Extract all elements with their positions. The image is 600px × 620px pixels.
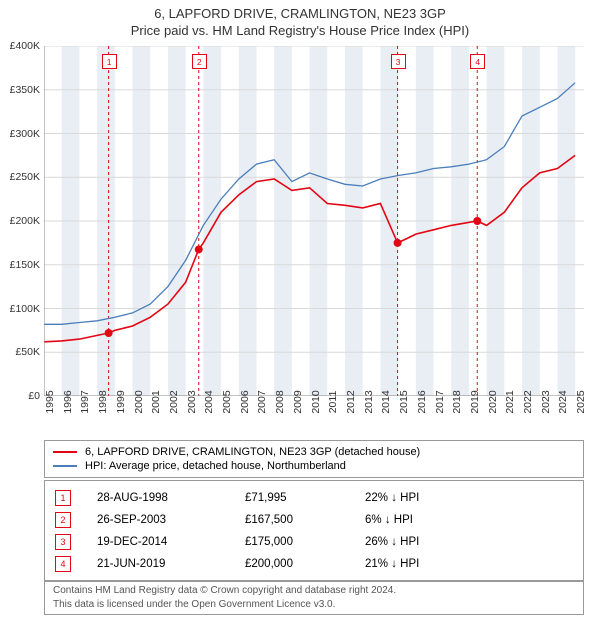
x-tick-label: 2001 <box>150 390 162 413</box>
x-tick-label: 1999 <box>115 390 127 413</box>
y-axis-labels: £0£50K£100K£150K£200K£250K£300K£350K£400… <box>0 46 42 396</box>
legend-swatch <box>53 451 77 453</box>
event-delta: 22% ↓ HPI <box>365 492 573 504</box>
x-tick-label: 2008 <box>274 390 286 413</box>
footnote: Contains HM Land Registry data © Crown c… <box>44 580 584 615</box>
event-delta: 6% ↓ HPI <box>365 514 573 526</box>
x-tick-label: 2022 <box>522 390 534 413</box>
y-tick-label: £400K <box>10 40 40 52</box>
event-marker: 3 <box>391 54 406 69</box>
event-marker: 2 <box>192 54 207 69</box>
legend-item: HPI: Average price, detached house, Nort… <box>53 459 575 473</box>
chart-container: 6, LAPFORD DRIVE, CRAMLINGTON, NE23 3GP … <box>0 0 600 620</box>
x-tick-label: 2015 <box>398 390 410 413</box>
y-tick-label: £200K <box>10 215 40 227</box>
legend-item: 6, LAPFORD DRIVE, CRAMLINGTON, NE23 3GP … <box>53 445 575 459</box>
event-table: 1 28-AUG-1998£71,99522% ↓ HPI 2 26-SEP-2003… <box>44 480 584 582</box>
event-delta: 26% ↓ HPI <box>365 536 573 548</box>
x-tick-label: 2007 <box>256 390 268 413</box>
x-tick-label: 2025 <box>575 390 587 413</box>
x-tick-label: 2019 <box>469 390 481 413</box>
x-tick-label: 2017 <box>434 390 446 413</box>
x-tick-label: 2020 <box>487 390 499 413</box>
event-row: 1 28-AUG-1998£71,99522% ↓ HPI <box>55 487 573 509</box>
x-tick-label: 2002 <box>168 390 180 413</box>
y-tick-label: £0 <box>28 390 40 402</box>
event-marker: 1 <box>102 54 117 69</box>
event-row-marker: 4 <box>55 556 71 572</box>
x-tick-label: 2013 <box>363 390 375 413</box>
x-tick-label: 2006 <box>239 390 251 413</box>
x-tick-label: 2018 <box>451 390 463 413</box>
event-marker: 4 <box>470 54 485 69</box>
event-date: 21-JUN-2019 <box>97 558 245 570</box>
footnote-line: This data is licensed under the Open Gov… <box>53 598 575 612</box>
x-tick-label: 2010 <box>310 390 322 413</box>
y-tick-label: £300K <box>10 128 40 140</box>
y-tick-label: £250K <box>10 171 40 183</box>
chart-subtitle: Price paid vs. HM Land Registry's House … <box>0 21 600 38</box>
x-tick-label: 2023 <box>540 390 552 413</box>
x-tick-label: 2014 <box>380 390 392 413</box>
x-tick-label: 2009 <box>292 390 304 413</box>
x-tick-label: 2024 <box>557 390 569 413</box>
x-tick-label: 2004 <box>203 390 215 413</box>
chart-svg <box>44 46 584 396</box>
legend-label: HPI: Average price, detached house, Nort… <box>85 460 346 472</box>
x-tick-label: 1998 <box>97 390 109 413</box>
event-row: 2 26-SEP-2003£167,5006% ↓ HPI <box>55 509 573 531</box>
x-tick-label: 2021 <box>504 390 516 413</box>
x-tick-label: 2000 <box>133 390 145 413</box>
event-date: 19-DEC-2014 <box>97 536 245 548</box>
plot-area: 1 2 3 4 <box>44 46 584 396</box>
x-axis-labels: 1995199619971998199920002001200220032004… <box>44 398 584 438</box>
y-tick-label: £150K <box>10 259 40 271</box>
x-tick-label: 1997 <box>79 390 91 413</box>
x-tick-label: 2016 <box>416 390 428 413</box>
x-tick-label: 2003 <box>186 390 198 413</box>
legend: 6, LAPFORD DRIVE, CRAMLINGTON, NE23 3GP … <box>44 440 584 478</box>
event-date: 26-SEP-2003 <box>97 514 245 526</box>
x-tick-label: 2012 <box>345 390 357 413</box>
event-row: 3 19-DEC-2014£175,00026% ↓ HPI <box>55 531 573 553</box>
event-row-marker: 3 <box>55 534 71 550</box>
event-row-marker: 2 <box>55 512 71 528</box>
event-delta: 21% ↓ HPI <box>365 558 573 570</box>
event-price: £71,995 <box>245 492 365 504</box>
event-row-marker: 1 <box>55 490 71 506</box>
x-tick-label: 1996 <box>62 390 74 413</box>
x-tick-label: 2011 <box>327 391 339 414</box>
footnote-line: Contains HM Land Registry data © Crown c… <box>53 584 575 598</box>
y-tick-label: £50K <box>15 346 40 358</box>
legend-swatch <box>53 465 77 467</box>
event-price: £200,000 <box>245 558 365 570</box>
chart-title: 6, LAPFORD DRIVE, CRAMLINGTON, NE23 3GP <box>0 0 600 21</box>
event-price: £175,000 <box>245 536 365 548</box>
event-price: £167,500 <box>245 514 365 526</box>
y-tick-label: £100K <box>10 303 40 315</box>
event-row: 4 21-JUN-2019£200,00021% ↓ HPI <box>55 553 573 575</box>
y-tick-label: £350K <box>10 84 40 96</box>
legend-label: 6, LAPFORD DRIVE, CRAMLINGTON, NE23 3GP … <box>85 446 420 458</box>
x-tick-label: 2005 <box>221 390 233 413</box>
x-tick-label: 1995 <box>44 390 56 413</box>
event-date: 28-AUG-1998 <box>97 492 245 504</box>
